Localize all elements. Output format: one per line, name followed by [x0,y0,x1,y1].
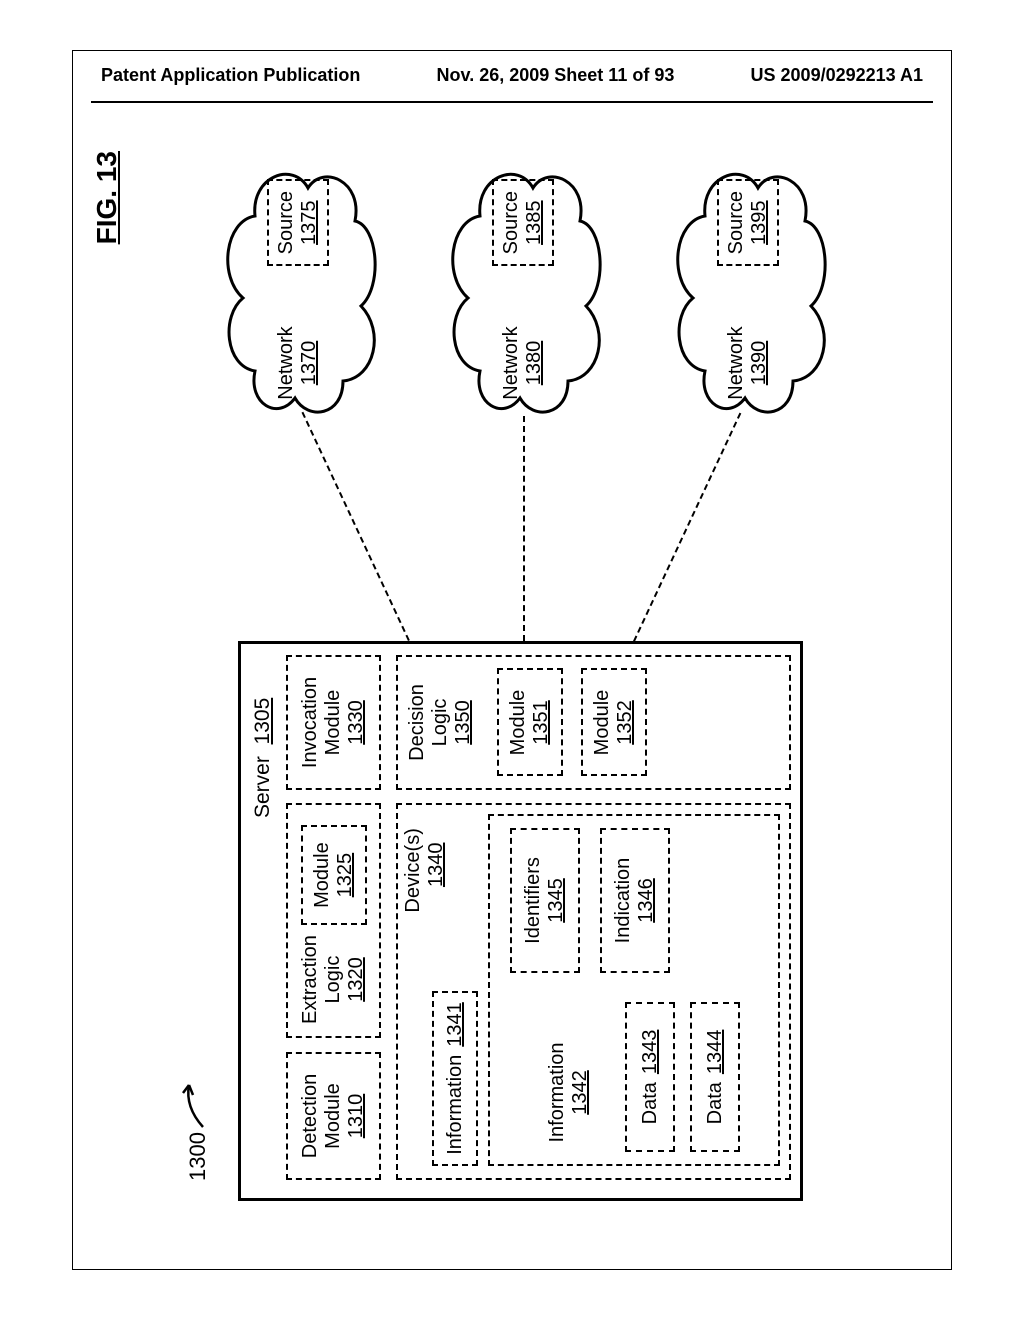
identifiers-box: Identifiers 1345 [510,828,580,973]
decision-ref: 1350 [452,684,475,761]
source-1375-ref: 1375 [298,200,320,245]
server-ref: 1305 [251,698,274,745]
page-frame: Patent Application Publication Nov. 26, … [72,50,952,1270]
server-title: Server [251,756,274,818]
info1342-label: Information [546,1035,569,1150]
network-1390-label-wrap: Network 1390 [725,318,771,408]
module-1352-box: Module 1352 [581,669,647,777]
server-title-row: Server 1305 [251,648,275,818]
identifiers-ref: 1345 [545,878,568,923]
figure-canvas: FIG. 13 1300 Server 1305 Detection Modul… [73,121,953,1241]
indication-label: Indication [612,858,635,944]
information-1341-box: Information 1341 [432,991,478,1166]
extraction-logic-box: Extraction Logic 1320 Module 1325 [286,803,381,1038]
data1344-ref: 1344 [704,1030,727,1075]
network-1390-ref: 1390 [748,341,770,386]
information-1342-box: Information 1342 Data 1343 Data 1344 [488,814,780,1166]
invocation-label: Invocation Module [299,677,345,768]
figure-label: FIG. 13 [91,151,123,244]
data1343-ref: 1343 [639,1030,662,1075]
data-1344-box: Data 1344 [690,1002,740,1152]
network-1390-label: Network [725,318,748,408]
mod1352-label: Module [591,690,614,756]
network-1380-label-wrap: Network 1380 [500,318,546,408]
source-1385-ref: 1385 [523,200,545,245]
indication-box: Indication 1346 [600,828,670,973]
indication-ref: 1346 [635,878,658,923]
info1342-ref: 1342 [569,1035,592,1150]
page-header: Patent Application Publication Nov. 26, … [73,65,951,86]
module-1351-box: Module 1351 [497,669,563,777]
extraction-module-ref: 1325 [334,853,357,898]
mod1351-ref: 1351 [530,700,553,745]
devices-label: Device(s) [402,828,424,912]
header-left: Patent Application Publication [101,65,360,86]
data1344-label: Data [704,1082,727,1124]
data-1343-box: Data 1343 [625,1002,675,1152]
invocation-module-box: Invocation Module 1330 [286,655,381,790]
info1341-ref: 1341 [444,1002,467,1047]
decision-label: Decision Logic [406,684,452,761]
devices-ref: 1340 [425,817,448,913]
source-1395-ref: 1395 [748,200,770,245]
network-1380-ref: 1380 [523,341,545,386]
figure-ref-number: 1300 [185,1132,211,1181]
network-1390-cloud: Network 1390 Source 1395 [663,161,833,426]
extraction-label-wrap: Extraction Logic 1320 [299,935,368,1024]
extraction-module-box: Module 1325 [301,825,367,925]
decision-label-wrap: Decision Logic 1350 [406,684,475,761]
header-rule [91,101,933,103]
detection-ref: 1310 [345,1094,368,1139]
detection-label: Detection Module [299,1074,345,1159]
network-1380-label: Network [500,318,523,408]
source-1375-label: Source [275,191,298,254]
source-1385-box: Source 1385 [492,179,554,266]
conn-to-network-1380 [523,416,525,641]
network-1370-label-wrap: Network 1370 [275,318,321,408]
figure-area: FIG. 13 1300 Server 1305 Detection Modul… [73,121,953,1241]
mod1352-ref: 1352 [614,700,637,745]
server-box: Server 1305 Detection Module 1310 Extrac… [238,641,803,1201]
invocation-ref: 1330 [345,700,368,745]
figure-ref-arrow [179,1071,209,1131]
info1342-label-wrap: Information 1342 [546,1035,592,1150]
header-right: US 2009/0292213 A1 [751,65,923,86]
extraction-module-label: Module [311,842,334,908]
devices-title-row: Device(s) 1340 [402,817,448,913]
network-1370-ref: 1370 [298,341,320,386]
conn-to-network-1390 [633,413,741,642]
decision-logic-box: Decision Logic 1350 Module 1351 Module 1… [396,655,791,790]
header-mid: Nov. 26, 2009 Sheet 11 of 93 [437,65,675,86]
network-1370-cloud: Network 1370 Source 1375 [213,161,383,426]
extraction-label: Extraction Logic [299,935,345,1024]
source-1395-box: Source 1395 [717,179,779,266]
conn-to-network-1370 [302,412,410,641]
mod1351-label: Module [507,690,530,756]
detection-module-box: Detection Module 1310 [286,1052,381,1180]
network-1380-cloud: Network 1380 Source 1385 [438,161,608,426]
identifiers-label: Identifiers [522,857,545,944]
network-1370-label: Network [275,318,298,408]
info1341-label: Information [444,1055,467,1155]
extraction-ref: 1320 [345,935,368,1024]
source-1375-box: Source 1375 [267,179,329,266]
source-1395-label: Source [725,191,748,254]
devices-box: Device(s) 1340 Information 1341 Informat… [396,803,791,1180]
source-1385-label: Source [500,191,523,254]
data1343-label: Data [639,1082,662,1124]
